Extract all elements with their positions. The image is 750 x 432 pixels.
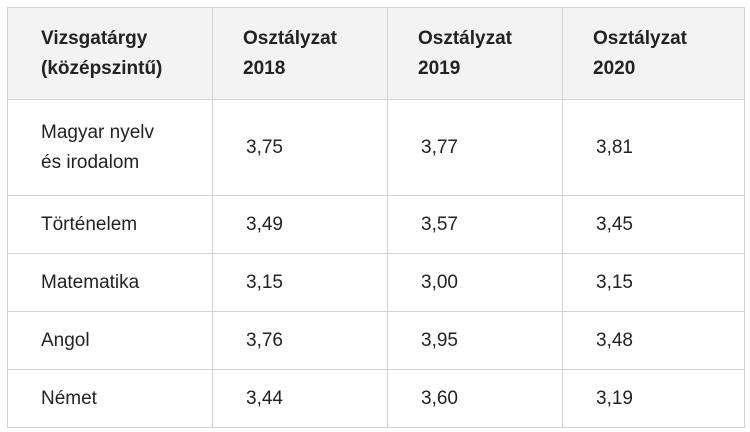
- cell-subject: Magyar nyelv és irodalom: [7, 99, 213, 196]
- cell-2020: 3,15: [562, 253, 745, 312]
- cell-2019: 3,00: [387, 253, 563, 312]
- cell-subject: Történelem: [7, 195, 213, 254]
- cell-2018: 3,15: [212, 253, 388, 312]
- cell-2018: 3,49: [212, 195, 388, 254]
- table-row: Magyar nyelv és irodalom 3,75 3,77 3,81: [7, 99, 745, 196]
- header-2019: Osztályzat 2019: [387, 7, 563, 100]
- header-2018: Osztályzat 2018: [212, 7, 388, 100]
- header-2018-line1: Osztályzat: [243, 27, 337, 49]
- cell-2019: 3,60: [387, 369, 563, 428]
- cell-2020: 3,81: [562, 99, 745, 196]
- cell-2018: 3,44: [212, 369, 388, 428]
- cell-2018: 3,76: [212, 311, 388, 370]
- header-2020-line1: Osztályzat: [593, 27, 687, 49]
- table-body: Magyar nyelv és irodalom 3,75 3,77 3,81 …: [7, 99, 745, 428]
- cell-2019: 3,95: [387, 311, 563, 370]
- cell-2020: 3,48: [562, 311, 745, 370]
- header-2020: Osztályzat 2020: [562, 7, 745, 100]
- header-2020-line2: 2020: [593, 57, 636, 79]
- cell-subject: Matematika: [7, 253, 213, 312]
- cell-subject: Német: [7, 369, 213, 428]
- header-subject-line2: (középszintű): [41, 57, 163, 79]
- header-subject: Vizsgatárgy (középszintű): [7, 7, 213, 100]
- table-row: Történelem 3,49 3,57 3,45: [7, 195, 745, 254]
- cell-2020: 3,45: [562, 195, 745, 254]
- subject-line2: és irodalom: [41, 151, 140, 173]
- header-2018-line2: 2018: [243, 57, 286, 79]
- header-subject-line1: Vizsgatárgy: [41, 27, 148, 49]
- table-header: Vizsgatárgy (középszintű) Osztályzat 201…: [7, 7, 745, 100]
- table-row: Német 3,44 3,60 3,19: [7, 369, 745, 428]
- cell-subject: Angol: [7, 311, 213, 370]
- header-2019-line1: Osztályzat: [418, 27, 512, 49]
- results-table-container: Vizsgatárgy (középszintű) Osztályzat 201…: [7, 7, 745, 428]
- table-row: Angol 3,76 3,95 3,48: [7, 311, 745, 370]
- header-row: Vizsgatárgy (középszintű) Osztályzat 201…: [7, 7, 745, 100]
- subject-line1: Magyar nyelv: [41, 121, 154, 143]
- results-table: Vizsgatárgy (középszintű) Osztályzat 201…: [7, 7, 745, 428]
- cell-2018: 3,75: [212, 99, 388, 196]
- cell-2019: 3,57: [387, 195, 563, 254]
- table-row: Matematika 3,15 3,00 3,15: [7, 253, 745, 312]
- header-2019-line2: 2019: [418, 57, 461, 79]
- cell-2020: 3,19: [562, 369, 745, 428]
- cell-2019: 3,77: [387, 99, 563, 196]
